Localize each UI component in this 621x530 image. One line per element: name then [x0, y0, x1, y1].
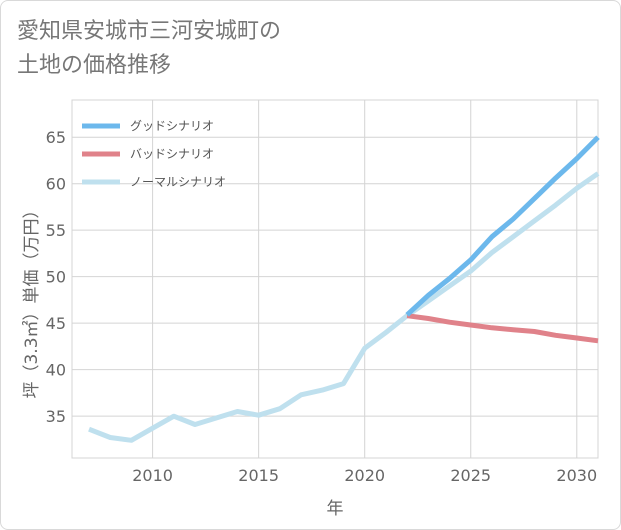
x-tick-label: 2025 — [450, 466, 491, 485]
y-tick-label: 55 — [46, 221, 66, 240]
y-tick-label: 60 — [46, 175, 66, 194]
horizontal-gridlines — [72, 136, 598, 417]
normal-scenario-line — [88, 171, 600, 443]
x-tick-label: 2030 — [556, 466, 597, 485]
x-axis-label: 年 — [327, 499, 344, 519]
chart-title-line-2: 土地の価格推移 — [17, 53, 172, 78]
y-tick-label: 40 — [46, 361, 66, 380]
y-tick-label: 50 — [46, 268, 66, 287]
y-tick-label: 45 — [46, 314, 66, 333]
series-lines — [88, 135, 600, 443]
y-axis-ticks: 35 40 45 50 55 60 65 — [46, 128, 66, 426]
legend-label: ノーマルシナリオ — [130, 175, 226, 189]
plot-area-frame — [71, 99, 599, 459]
legend-item-good: グッドシナリオ — [82, 119, 214, 133]
chart-title-line-1: 愛知県安城市三河安城町の — [17, 19, 282, 44]
good-scenario-line — [405, 135, 600, 317]
x-axis-ticks: 2010 2015 2020 2025 2030 — [132, 466, 597, 485]
y-tick-label: 35 — [46, 407, 66, 426]
legend-item-normal: ノーマルシナリオ — [82, 175, 226, 189]
legend-label: グッドシナリオ — [130, 119, 214, 133]
x-tick-label: 2020 — [344, 466, 385, 485]
legend-item-bad: バッドシナリオ — [82, 147, 214, 161]
x-tick-label: 2010 — [132, 466, 173, 485]
vertical-gridlines — [152, 100, 578, 458]
legend-label: バッドシナリオ — [130, 147, 214, 161]
y-tick-label: 65 — [46, 128, 66, 147]
x-tick-label: 2015 — [238, 466, 279, 485]
y-axis-label: 坪（3.3㎡）単価（万円） — [22, 201, 42, 398]
bad-scenario-line — [406, 313, 599, 344]
chart-title: 愛知県安城市三河安城町の 土地の価格推移 — [17, 15, 281, 83]
